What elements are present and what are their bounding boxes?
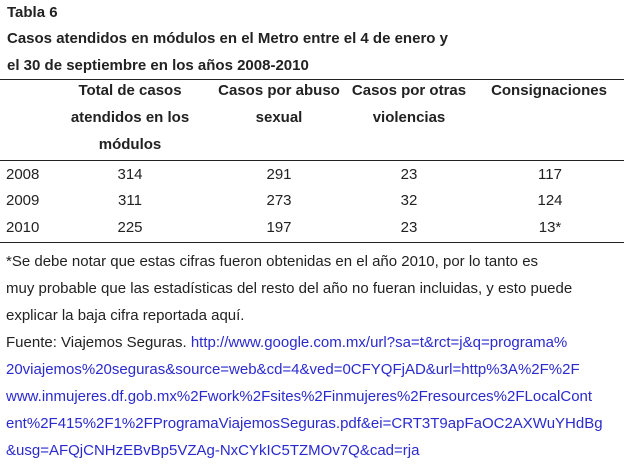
cell-consignaciones: 124 <box>537 192 563 209</box>
table-bottom-rule <box>0 242 624 243</box>
cell-total: 314 <box>117 166 143 183</box>
header-text: violencias <box>372 109 446 126</box>
note-line: explicar la baja cifra reportada aquí. <box>6 307 245 324</box>
header-total-casos: Total de casos atendidos en los módulos <box>60 77 200 158</box>
source-line: Fuente: Viajemos Seguras. http://www.goo… <box>6 334 567 351</box>
header-text: Casos por abuso <box>218 82 340 99</box>
table-header-rule <box>0 160 624 161</box>
cell-otras: 23 <box>400 166 418 183</box>
source-url[interactable]: &usg=AFQjCNHzEBvBp5VZAg-NxCYkIC5TZMOv7Q&… <box>6 442 420 459</box>
source-url[interactable]: www.inmujeres.df.gob.mx%2Fwork%2Fsites%2… <box>6 388 593 405</box>
header-text: Total de casos <box>78 82 182 99</box>
cell-otras: 23 <box>400 219 418 236</box>
header-abuso-sexual: Casos por abuso sexual <box>204 77 354 131</box>
source-url[interactable]: http://www.google.com.mx/url?sa=t&rct=j&… <box>190 334 568 351</box>
cell-total: 225 <box>117 219 143 236</box>
table-top-rule <box>0 79 624 80</box>
table-label: Tabla 6 <box>7 4 58 21</box>
row-year: 2009 <box>6 192 40 209</box>
header-text: Casos por otras <box>351 82 467 99</box>
source-url[interactable]: ent%2F415%2F1%2FProgramaViajemosSeguras.… <box>6 415 603 432</box>
header-text: sexual <box>255 109 303 126</box>
cell-consignaciones: 117 <box>538 166 562 183</box>
note-line: *Se debe notar que estas cifras fueron o… <box>6 253 539 270</box>
cell-otras: 32 <box>400 192 418 209</box>
row-year: 2010 <box>6 219 40 236</box>
table-title-line-1: Casos atendidos en módulos en el Metro e… <box>7 30 448 47</box>
header-consignaciones: Consignaciones <box>484 77 614 104</box>
cell-abuso: 197 <box>266 219 292 236</box>
table-title-line-2: el 30 de septiembre en los años 2008-201… <box>7 57 309 74</box>
cell-abuso: 273 <box>266 192 292 209</box>
header-text: atendidos en los <box>70 109 190 126</box>
cell-consignaciones: 13* <box>538 219 562 236</box>
source-url[interactable]: 20viajemos%20seguras&source=web&cd=4&ved… <box>6 361 580 378</box>
header-text: Consignaciones <box>491 82 607 99</box>
source-label: Fuente: Viajemos Seguras. <box>6 334 187 351</box>
cell-abuso: 291 <box>266 166 292 183</box>
row-year: 2008 <box>6 166 40 183</box>
header-otras-violencias: Casos por otras violencias <box>344 77 474 131</box>
cell-total: 311 <box>118 192 142 209</box>
header-text: módulos <box>98 136 162 153</box>
note-line: muy probable que las estadísticas del re… <box>6 280 573 297</box>
